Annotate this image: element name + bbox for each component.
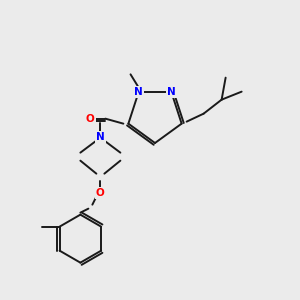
Text: N: N (96, 132, 105, 142)
Text: N: N (167, 87, 176, 97)
Text: N: N (134, 87, 143, 97)
Text: O: O (86, 114, 95, 124)
Text: O: O (96, 188, 105, 198)
